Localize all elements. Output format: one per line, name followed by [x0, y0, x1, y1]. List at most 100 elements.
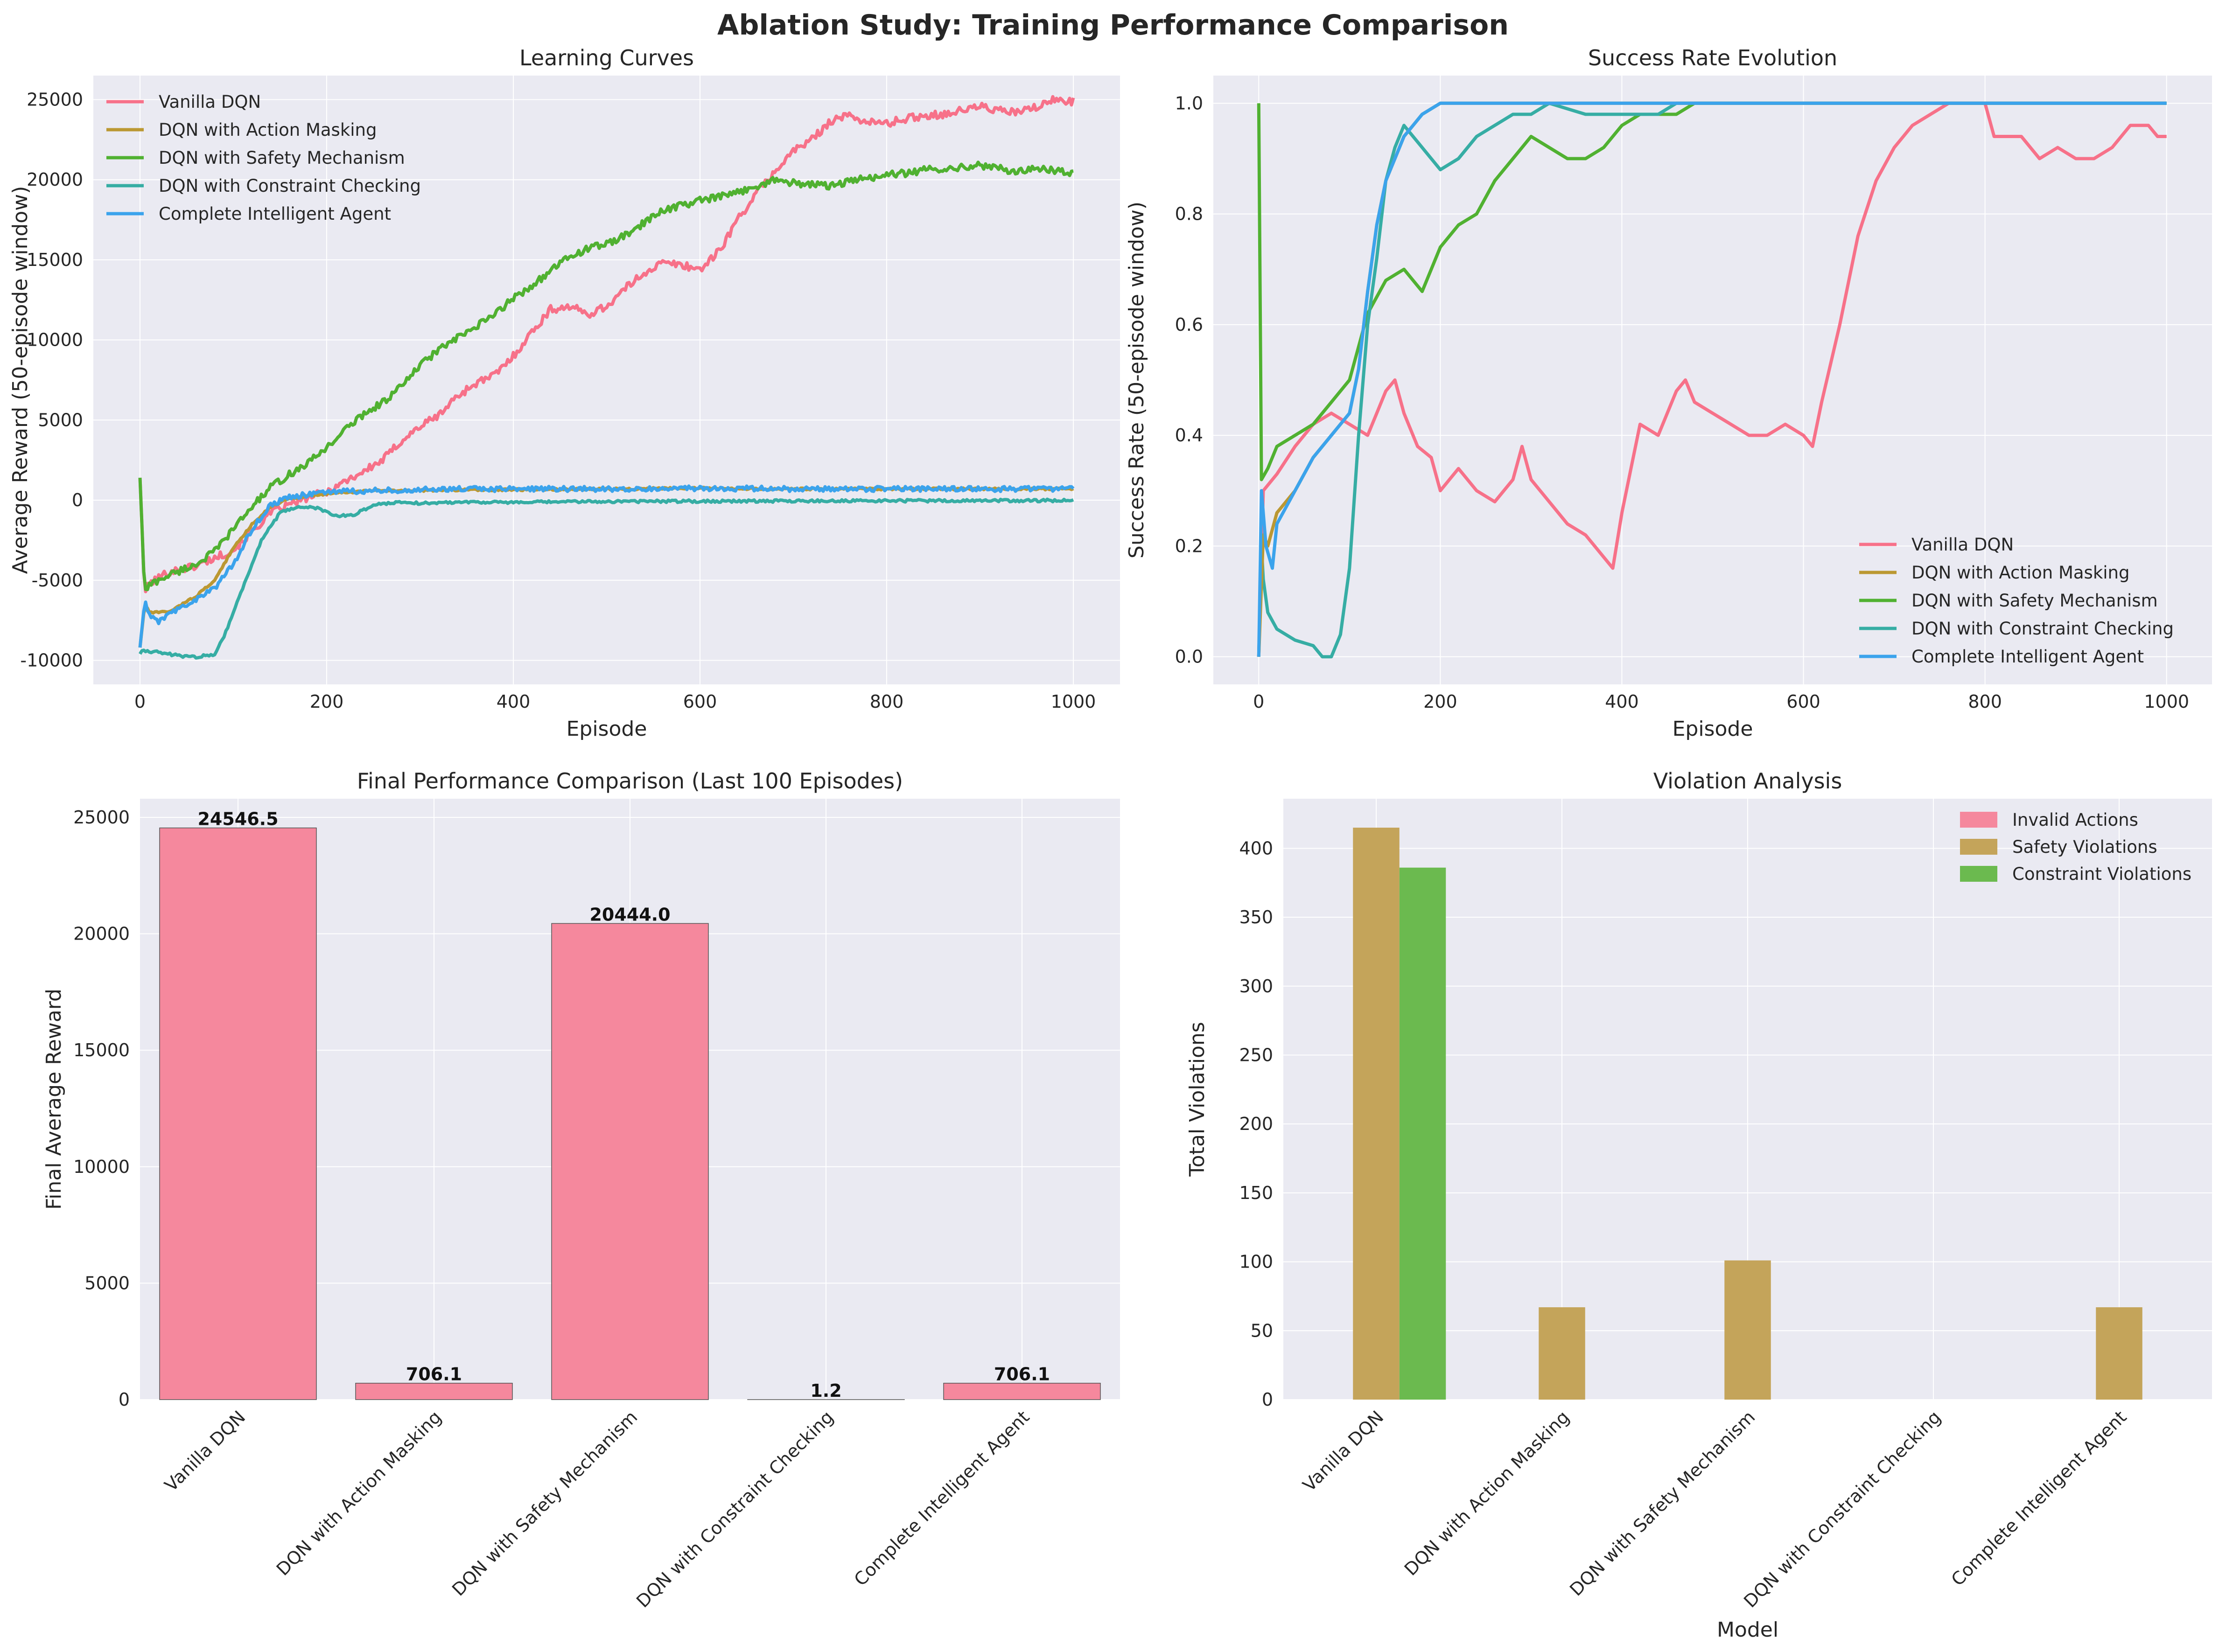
x-tick-label: DQN with Constraint Checking [1740, 1407, 1945, 1611]
y-tick-label: 1.0 [1175, 93, 1203, 113]
x-tick-label: 0 [134, 691, 146, 712]
y-tick-label: 350 [1239, 907, 1273, 927]
x-axis-label: Episode [1673, 717, 1753, 741]
chart-title: Violation Analysis [1653, 768, 1842, 794]
y-tick-label: 0.2 [1175, 536, 1203, 556]
y-tick-label: -10000 [20, 650, 83, 670]
x-tick-label: Complete Intelligent Agent [1947, 1407, 2131, 1590]
bar-value-label: 706.1 [994, 1364, 1050, 1385]
y-tick-label: 0.4 [1175, 425, 1203, 446]
y-tick-label: 5000 [84, 1273, 130, 1293]
bar-dqn-with-action-masking [355, 1382, 513, 1400]
x-tick-label: 600 [683, 691, 717, 712]
y-tick-label: 20000 [27, 169, 83, 190]
series-line-dqn-with-safety-mechanism [1257, 101, 2167, 481]
legend: Vanilla DQN DQN with Action Masking DQN wi… [106, 92, 421, 224]
y-tick-label: 400 [1239, 838, 1273, 858]
y-tick-label: 200 [1239, 1114, 1273, 1134]
x-tick-label: 600 [1786, 691, 1820, 712]
bar-safety-violations-complete-intelligent-agent [2096, 1307, 2142, 1400]
x-tick-label: DQN with Safety Mechanism [1566, 1407, 1759, 1600]
y-tick-label: 25000 [73, 807, 130, 828]
legend-label-dqn-with-safety-mechanism: DQN with Safety Mechanism [1911, 591, 2158, 611]
legend-label-invalid-actions: Invalid Actions [2012, 810, 2138, 830]
y-tick-label: 15000 [73, 1040, 130, 1060]
x-tick-label: 800 [1968, 691, 2002, 712]
chart-title: Learning Curves [519, 45, 694, 70]
legend-swatch-invalid-actions [1960, 812, 1997, 828]
legend-label-dqn-with-safety-mechanism: DQN with Safety Mechanism [159, 148, 405, 168]
plot-area [93, 76, 1120, 684]
x-tick-label: DQN with Safety Mechanism [448, 1407, 641, 1600]
x-tick-label: DQN with Constraint Checking [632, 1407, 837, 1611]
y-tick-label: 10000 [27, 330, 83, 350]
y-tick-label: 150 [1239, 1183, 1273, 1203]
legend-label-safety-violations: Safety Violations [2012, 837, 2157, 857]
legend-swatch-safety-violations [1960, 839, 1997, 855]
bar-value-label: 20444.0 [589, 904, 670, 925]
legend-label-dqn-with-action-masking: DQN with Action Masking [1911, 563, 2129, 583]
x-tick-label: Complete Intelligent Agent [850, 1407, 1034, 1590]
x-tick-label: 200 [310, 691, 344, 712]
bar-dqn-with-safety-mechanism [551, 923, 709, 1400]
y-tick-label: 0.6 [1175, 314, 1203, 335]
bar-value-label: 706.1 [406, 1364, 462, 1385]
legend-label-vanilla-dqn: Vanilla DQN [159, 92, 261, 112]
bar-safety-violations-dqn-with-action-masking [1539, 1307, 1585, 1400]
plot-area [1213, 76, 2212, 684]
x-tick-label: Vanilla DQN [1299, 1407, 1387, 1495]
bar-constraint-violations-vanilla-dqn [1399, 867, 1446, 1400]
x-tick-label: 400 [1605, 691, 1639, 712]
y-tick-label: 50 [1251, 1320, 1273, 1341]
y-tick-label: 100 [1239, 1252, 1273, 1272]
y-tick-label: 10000 [73, 1157, 130, 1177]
bar-safety-violations-dqn-with-safety-mechanism [1724, 1260, 1771, 1400]
y-tick-label: 20000 [73, 924, 130, 944]
y-axis-label: Total Violations [1185, 1022, 1209, 1177]
chart-title: Final Performance Comparison (Last 100 E… [357, 768, 903, 794]
series-line-dqn-with-safety-mechanism [138, 160, 1074, 592]
legend-label-vanilla-dqn: Vanilla DQN [1911, 535, 2014, 555]
y-axis-label: Average Reward (50-episode window) [8, 186, 32, 574]
y-tick-label: 0 [1262, 1389, 1273, 1410]
bar-vanilla-dqn [159, 827, 317, 1400]
y-axis-label: Final Average Reward [42, 989, 66, 1210]
x-axis-label: Model [1717, 1618, 1778, 1642]
series-line-vanilla-dqn [138, 95, 1075, 593]
y-tick-label: 0 [72, 490, 83, 510]
figure-title: Ablation Study: Training Performance Com… [717, 9, 1509, 42]
legend-label-complete-intelligent-agent: Complete Intelligent Agent [1911, 647, 2144, 667]
chart-title: Success Rate Evolution [1588, 45, 1837, 70]
x-tick-label: Vanilla DQN [161, 1407, 249, 1495]
x-tick-label: 400 [497, 691, 531, 712]
y-tick-label: 300 [1239, 976, 1273, 997]
bar-safety-violations-vanilla-dqn [1353, 828, 1400, 1400]
legend-label-dqn-with-constraint-checking: DQN with Constraint Checking [159, 176, 421, 196]
x-tick-label: 800 [870, 691, 904, 712]
x-tick-label: 200 [1423, 691, 1457, 712]
bar-value-label: 1.2 [810, 1380, 841, 1401]
series-line-dqn-with-constraint-checking [138, 497, 1074, 660]
y-tick-label: 25000 [27, 90, 83, 110]
y-tick-label: 0.0 [1175, 647, 1203, 667]
series-line-complete-intelligent-agent [138, 484, 1075, 648]
x-tick-label: DQN with Action Masking [273, 1407, 446, 1580]
final-performance-panel: 0 5000 10000 15000 20000 25000 Vanilla DQN DQN … [42, 768, 1120, 1611]
bar-complete-intelligent-agent [943, 1382, 1101, 1400]
series-line-vanilla-dqn [1257, 101, 2167, 657]
success-rate-panel: 0 200 400 600 800 1000 0.0 0.2 0.4 0.6 0.8 1.0 Succe… [1125, 45, 2212, 741]
y-tick-label: 15000 [27, 250, 83, 270]
legend-label-dqn-with-constraint-checking: DQN with Constraint Checking [1911, 619, 2174, 639]
legend-label-dqn-with-action-masking: DQN with Action Masking [159, 120, 377, 140]
y-tick-label: 5000 [38, 410, 83, 430]
bar-value-label: 24546.5 [197, 809, 278, 829]
x-tick-label: 1000 [2144, 691, 2189, 712]
learning-curves-panel: 0 200 400 600 800 1000 -10000 -5000 0 5000 10000 15… [8, 45, 1120, 741]
legend: Vanilla DQN DQN with Action Masking DQN wi… [1859, 535, 2174, 667]
legend: Invalid Actions Safety Violations Constrai… [1960, 810, 2191, 884]
y-tick-label: 0 [119, 1389, 130, 1410]
x-tick-label: 0 [1253, 691, 1264, 712]
x-tick-label: 1000 [1051, 691, 1096, 712]
